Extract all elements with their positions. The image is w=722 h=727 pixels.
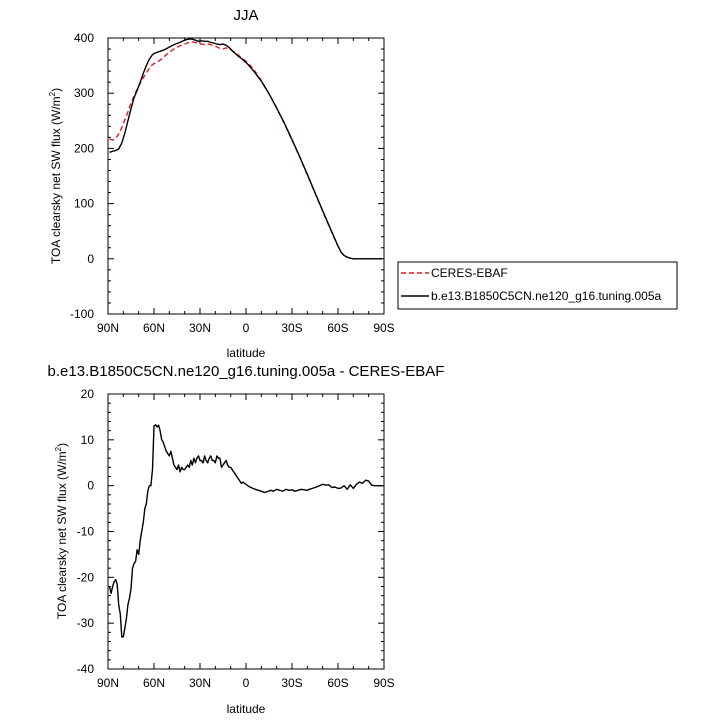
top-axis-ticks: 90N 60N 30N 0 30S 60S 90S -100 0 100 200 300 400 [70,31,395,335]
top-y-tick-label: 100 [74,197,94,211]
top-y-tick-label: 400 [74,31,94,45]
legend-label-ceres: CERES-EBAF [431,266,508,280]
bottom-series-line-0 [108,424,384,638]
top-x-tick-label: 90S [373,321,394,335]
bottom-y-tick-label: 0 [87,479,94,493]
top-chart-title: JJA [233,7,258,24]
bottom-axis-ticks: 90N 60N 30N 0 30S 60S 90S -40 -30 -20 -10 0 10 20 [77,387,395,690]
bottom-y-tick-label: 20 [81,387,95,401]
top-plot-frame [107,37,385,315]
bottom-y-tick-label: -10 [77,525,95,539]
legend-label-model: b.e13.B1850C5CN.ne120_g16.tuning.005a [431,289,662,303]
bottom-series-group [108,424,384,638]
bottom-x-tick-label: 90N [97,676,119,690]
top-y-tick-label: 0 [87,252,94,266]
bottom-y-tick-label: 10 [81,433,95,447]
bottom-chart-title: b.e13.B1850C5CN.ne120_g16.tuning.005a - … [48,363,445,380]
bottom-panel: b.e13.B1850C5CN.ne120_g16.tuning.005a - … [48,363,445,716]
top-series-group [109,38,383,260]
top-series-line-0 [109,41,383,260]
top-x-axis-label: latitude [227,346,266,360]
bottom-x-tick-label: 0 [243,676,250,690]
bottom-y-tick-label: -40 [77,662,95,676]
bottom-x-tick-label: 90S [373,676,394,690]
top-y-axis-label: TOA clearsky net SW flux (W/m2) [48,88,63,264]
top-y-tick-label: -100 [70,307,94,321]
bottom-x-tick-label: 30S [281,676,302,690]
bottom-y-tick-label: -20 [77,570,95,584]
top-x-tick-label: 30S [281,321,302,335]
bottom-x-tick-label: 60N [143,676,165,690]
bottom-x-tick-label: 60S [327,676,348,690]
top-panel: JJA 90N 60N 30N 0 30S 60S 90S -100 0 100 200 300 400… [48,7,678,360]
top-y-tick-label: 300 [74,86,94,100]
top-x-tick-label: 90N [97,321,119,335]
top-y-tick-label: 200 [74,141,94,155]
top-x-tick-label: 30N [189,321,211,335]
bottom-x-tick-label: 30N [189,676,211,690]
top-x-tick-label: 60S [327,321,348,335]
bottom-plot-frame [107,393,385,670]
legend-box [397,261,678,310]
bottom-y-tick-label: -30 [77,616,95,630]
legend: CERES-EBAF b.e13.B1850C5CN.ne120_g16.tun… [397,261,678,310]
bottom-y-axis-label: TOA clearsky net SW flux (W/m2) [54,443,69,619]
top-x-tick-label: 0 [243,321,250,335]
bottom-x-axis-label: latitude [227,702,266,716]
top-series-line-1 [109,38,383,260]
top-x-tick-label: 60N [143,321,165,335]
